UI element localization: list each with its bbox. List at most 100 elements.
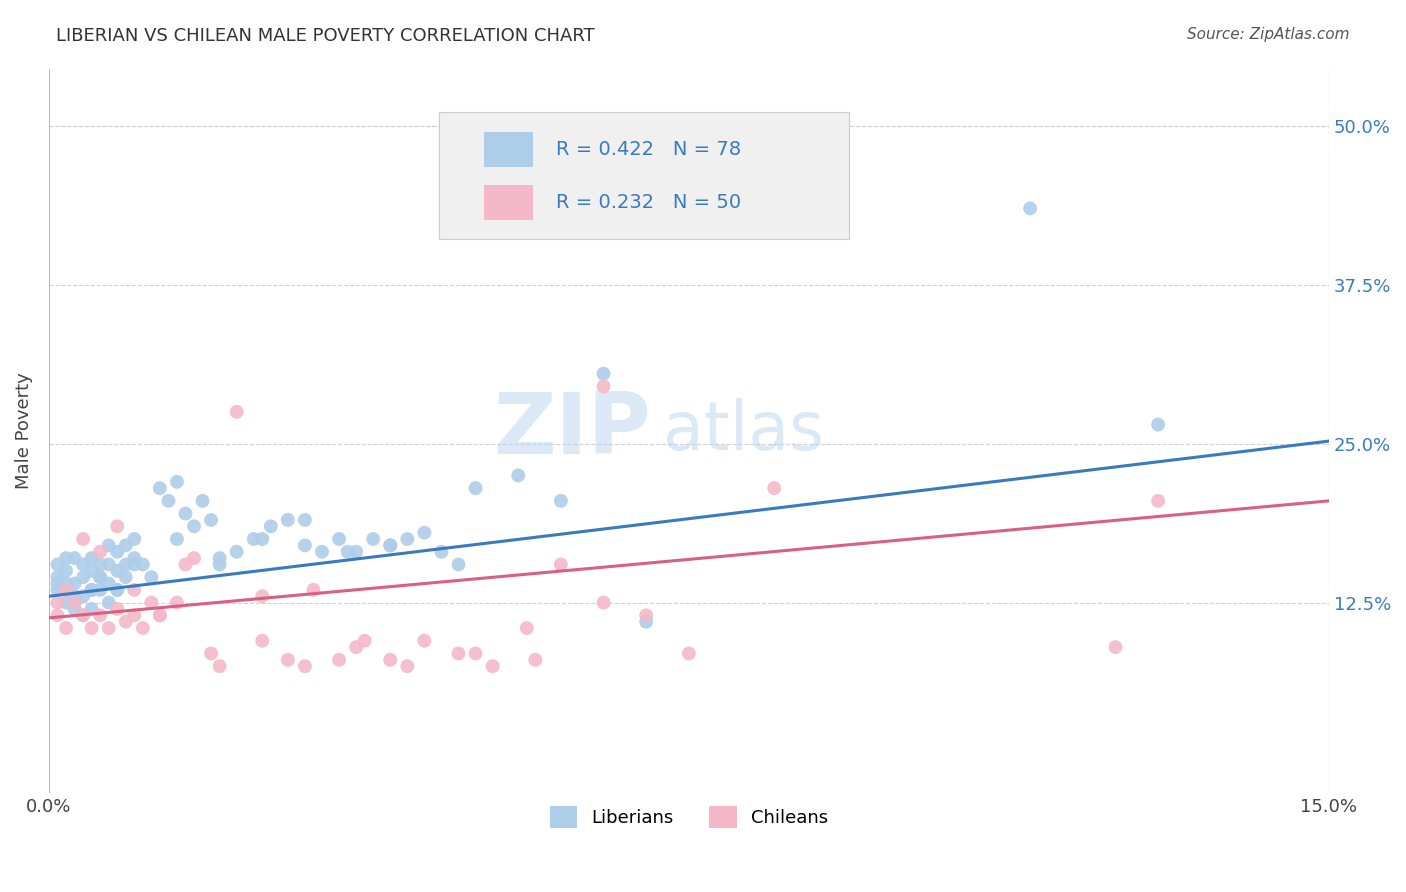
Point bbox=[200, 647, 222, 661]
Point bbox=[252, 633, 274, 648]
Point bbox=[200, 513, 222, 527]
Point bbox=[105, 602, 128, 616]
Text: R = 0.232   N = 50: R = 0.232 N = 50 bbox=[555, 193, 741, 212]
Point bbox=[208, 558, 231, 572]
Text: Source: ZipAtlas.com: Source: ZipAtlas.com bbox=[1187, 27, 1350, 42]
Point bbox=[105, 519, 128, 533]
Point bbox=[678, 647, 700, 661]
Point bbox=[80, 582, 103, 597]
Point bbox=[294, 659, 316, 673]
Point bbox=[380, 653, 402, 667]
Point bbox=[294, 538, 316, 552]
Point bbox=[124, 558, 146, 572]
Point bbox=[72, 608, 94, 623]
Point bbox=[763, 481, 786, 495]
Point bbox=[508, 468, 530, 483]
Point bbox=[592, 367, 614, 381]
Point bbox=[1147, 417, 1170, 432]
Point bbox=[89, 570, 111, 584]
Point bbox=[89, 545, 111, 559]
Point bbox=[183, 551, 205, 566]
Point bbox=[242, 532, 264, 546]
Point bbox=[63, 596, 86, 610]
Point bbox=[72, 532, 94, 546]
Point bbox=[344, 640, 367, 654]
Point bbox=[396, 659, 419, 673]
Point bbox=[311, 545, 333, 559]
Point bbox=[46, 608, 69, 623]
Point bbox=[413, 633, 436, 648]
Point bbox=[413, 525, 436, 540]
Point bbox=[166, 475, 188, 489]
Point bbox=[396, 532, 419, 546]
Point bbox=[80, 602, 103, 616]
Point bbox=[105, 582, 128, 597]
Point bbox=[141, 596, 163, 610]
Point bbox=[72, 608, 94, 623]
Point bbox=[302, 582, 325, 597]
Point bbox=[1104, 640, 1126, 654]
Point bbox=[97, 621, 120, 635]
Point bbox=[550, 494, 572, 508]
Point bbox=[89, 582, 111, 597]
Point bbox=[1019, 202, 1042, 216]
Point bbox=[328, 653, 350, 667]
Point bbox=[63, 551, 86, 566]
Point bbox=[464, 481, 486, 495]
Point bbox=[141, 570, 163, 584]
Point bbox=[46, 582, 69, 597]
Point bbox=[157, 494, 180, 508]
Point bbox=[55, 582, 77, 597]
Point bbox=[124, 532, 146, 546]
Point bbox=[149, 608, 172, 623]
Text: ZIP: ZIP bbox=[492, 390, 651, 473]
Point bbox=[124, 582, 146, 597]
Point bbox=[516, 621, 538, 635]
Point bbox=[89, 608, 111, 623]
Point bbox=[592, 379, 614, 393]
Point bbox=[114, 570, 136, 584]
Point bbox=[174, 507, 197, 521]
Point bbox=[97, 576, 120, 591]
Point bbox=[183, 519, 205, 533]
Point bbox=[225, 405, 247, 419]
Point bbox=[46, 558, 69, 572]
Point bbox=[636, 608, 658, 623]
Point bbox=[46, 596, 69, 610]
FancyBboxPatch shape bbox=[439, 112, 849, 239]
Point bbox=[72, 570, 94, 584]
Legend: Liberians, Chileans: Liberians, Chileans bbox=[543, 798, 835, 835]
Point bbox=[550, 558, 572, 572]
Point bbox=[89, 570, 111, 584]
Point bbox=[55, 596, 77, 610]
Point bbox=[380, 538, 402, 552]
Point bbox=[277, 653, 299, 667]
Y-axis label: Male Poverty: Male Poverty bbox=[15, 373, 32, 490]
Point bbox=[380, 538, 402, 552]
Point bbox=[447, 647, 470, 661]
Point bbox=[114, 558, 136, 572]
Point bbox=[63, 576, 86, 591]
Point bbox=[55, 582, 77, 597]
Point bbox=[80, 564, 103, 578]
Point bbox=[55, 621, 77, 635]
Point bbox=[72, 589, 94, 603]
Point bbox=[294, 513, 316, 527]
Text: LIBERIAN VS CHILEAN MALE POVERTY CORRELATION CHART: LIBERIAN VS CHILEAN MALE POVERTY CORRELA… bbox=[56, 27, 595, 45]
Point bbox=[105, 545, 128, 559]
Point bbox=[80, 582, 103, 597]
Point bbox=[252, 589, 274, 603]
Point bbox=[97, 538, 120, 552]
Point bbox=[63, 596, 86, 610]
Point bbox=[132, 558, 155, 572]
Point bbox=[80, 551, 103, 566]
Point bbox=[447, 558, 470, 572]
Point bbox=[1147, 494, 1170, 508]
Point bbox=[89, 558, 111, 572]
Point bbox=[361, 532, 384, 546]
Point bbox=[46, 576, 69, 591]
Point bbox=[105, 564, 128, 578]
Point bbox=[124, 551, 146, 566]
Point bbox=[149, 608, 172, 623]
Point bbox=[636, 615, 658, 629]
